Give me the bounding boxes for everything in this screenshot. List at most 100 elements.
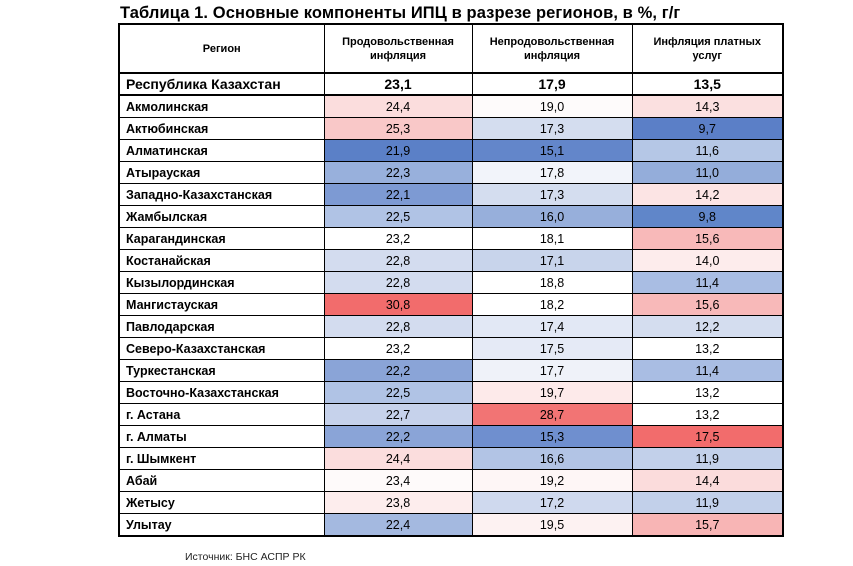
source-note: Источник: БНС АСПР РК [185, 551, 306, 563]
services-value: 14,3 [631, 94, 784, 118]
food-value: 22,5 [323, 205, 473, 228]
region-name: Улытау [118, 513, 325, 537]
table-row: г. Астана 22,7 28,7 13,2 [118, 403, 784, 426]
table-row: Костанайская 22,8 17,1 14,0 [118, 249, 784, 272]
header-region: Регион [118, 23, 325, 74]
table-row: Атырауская 22,3 17,8 11,0 [118, 161, 784, 184]
region-name: Жамбылская [118, 205, 325, 228]
services-value: 11,4 [631, 271, 784, 294]
nonfood-value: 17,3 [471, 117, 633, 140]
header-nonfood-inflation: Непродовольственная инфляция [471, 23, 633, 74]
table-row: Алматинская 21,9 15,1 11,6 [118, 139, 784, 162]
services-value: 13,2 [631, 403, 784, 426]
table-title: Таблица 1. Основные компоненты ИПЦ в раз… [120, 4, 681, 22]
table-row: Северо-Казахстанская 23,2 17,5 13,2 [118, 337, 784, 360]
region-name: г. Шымкент [118, 447, 325, 470]
table-row: Восточно-Казахстанская 22,5 19,7 13,2 [118, 381, 784, 404]
food-value: 22,2 [323, 359, 473, 382]
region-name: Атырауская [118, 161, 325, 184]
food-value: 22,2 [323, 425, 473, 448]
nonfood-value: 15,3 [471, 425, 633, 448]
food-value: 22,4 [323, 513, 473, 537]
region-name: Кызылординская [118, 271, 325, 294]
services-value: 17,5 [631, 425, 784, 448]
region-name: Жетысу [118, 491, 325, 514]
table-row: Туркестанская 22,2 17,7 11,4 [118, 359, 784, 382]
nonfood-value: 18,1 [471, 227, 633, 250]
table-row: Жамбылская 22,5 16,0 9,8 [118, 205, 784, 228]
table-row: Улытау 22,4 19,5 15,7 [118, 513, 784, 537]
food-value: 25,3 [323, 117, 473, 140]
header-row: Регион Продовольственная инфляция Непрод… [118, 23, 784, 74]
cpi-components-table: Регион Продовольственная инфляция Непрод… [118, 23, 784, 537]
food-value: 30,8 [323, 293, 473, 316]
food-value: 23,2 [323, 227, 473, 250]
food-value: 22,8 [323, 271, 473, 294]
nonfood-value: 16,6 [471, 447, 633, 470]
nonfood-value: 19,2 [471, 469, 633, 492]
services-value: 11,9 [631, 491, 784, 514]
nonfood-value: 18,8 [471, 271, 633, 294]
region-name: Восточно-Казахстанская [118, 381, 325, 404]
total-row: Республика Казахстан 23,1 17,9 13,5 [118, 72, 784, 96]
total-nonfood: 17,9 [471, 72, 633, 96]
nonfood-value: 28,7 [471, 403, 633, 426]
nonfood-value: 15,1 [471, 139, 633, 162]
nonfood-value: 18,2 [471, 293, 633, 316]
table-row: Карагандинская 23,2 18,1 15,6 [118, 227, 784, 250]
services-value: 11,9 [631, 447, 784, 470]
table-row: Кызылординская 22,8 18,8 11,4 [118, 271, 784, 294]
services-value: 11,0 [631, 161, 784, 184]
nonfood-value: 17,4 [471, 315, 633, 338]
table-row: Абай 23,4 19,2 14,4 [118, 469, 784, 492]
nonfood-value: 17,7 [471, 359, 633, 382]
total-services: 13,5 [631, 72, 784, 96]
food-value: 24,4 [323, 94, 473, 118]
region-name: Актюбинская [118, 117, 325, 140]
food-value: 23,4 [323, 469, 473, 492]
region-name: г. Алматы [118, 425, 325, 448]
nonfood-value: 17,2 [471, 491, 633, 514]
region-name: г. Астана [118, 403, 325, 426]
region-name: Алматинская [118, 139, 325, 162]
food-value: 23,8 [323, 491, 473, 514]
services-value: 9,8 [631, 205, 784, 228]
food-value: 21,9 [323, 139, 473, 162]
nonfood-value: 19,5 [471, 513, 633, 537]
region-name: Абай [118, 469, 325, 492]
region-name: Павлодарская [118, 315, 325, 338]
food-value: 22,5 [323, 381, 473, 404]
region-name: Костанайская [118, 249, 325, 272]
nonfood-value: 19,0 [471, 94, 633, 118]
nonfood-value: 17,5 [471, 337, 633, 360]
region-name: Северо-Казахстанская [118, 337, 325, 360]
table-row: Западно-Казахстанская 22,1 17,3 14,2 [118, 183, 784, 206]
services-value: 14,0 [631, 249, 784, 272]
region-name: Мангистауская [118, 293, 325, 316]
region-name: Карагандинская [118, 227, 325, 250]
table-row: Акмолинская 24,4 19,0 14,3 [118, 94, 784, 118]
services-value: 14,4 [631, 469, 784, 492]
table-row: г. Алматы 22,2 15,3 17,5 [118, 425, 784, 448]
food-value: 23,2 [323, 337, 473, 360]
services-value: 13,2 [631, 337, 784, 360]
services-value: 12,2 [631, 315, 784, 338]
total-region: Республика Казахстан [118, 72, 325, 96]
services-value: 11,4 [631, 359, 784, 382]
services-value: 14,2 [631, 183, 784, 206]
nonfood-value: 17,3 [471, 183, 633, 206]
food-value: 22,8 [323, 249, 473, 272]
header-food-inflation: Продовольственная инфляция [323, 23, 473, 74]
food-value: 22,8 [323, 315, 473, 338]
table-row: Мангистауская 30,8 18,2 15,6 [118, 293, 784, 316]
services-value: 15,6 [631, 227, 784, 250]
food-value: 22,7 [323, 403, 473, 426]
food-value: 22,1 [323, 183, 473, 206]
services-value: 15,6 [631, 293, 784, 316]
food-value: 24,4 [323, 447, 473, 470]
nonfood-value: 16,0 [471, 205, 633, 228]
region-name: Западно-Казахстанская [118, 183, 325, 206]
services-value: 11,6 [631, 139, 784, 162]
table-row: Жетысу 23,8 17,2 11,9 [118, 491, 784, 514]
food-value: 22,3 [323, 161, 473, 184]
